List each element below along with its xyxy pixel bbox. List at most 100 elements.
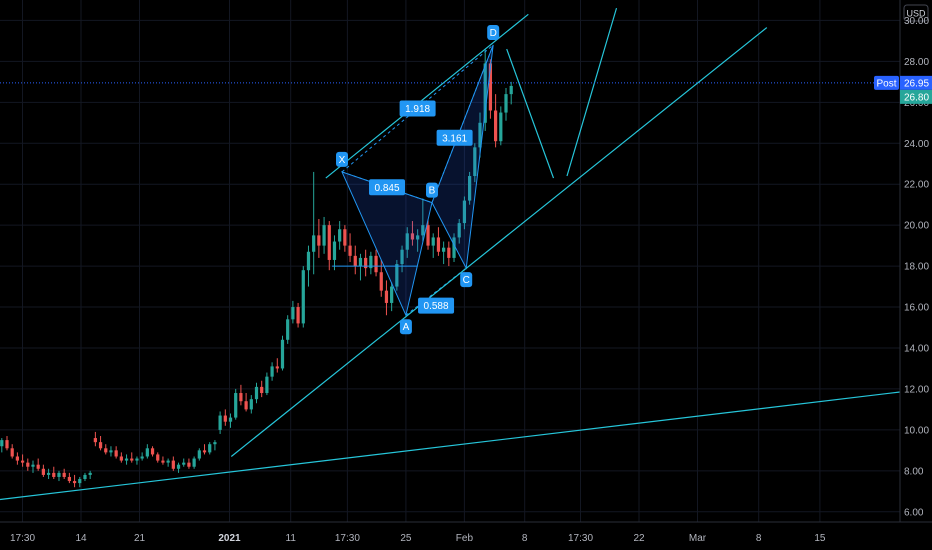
x-tick-label: 2021 xyxy=(218,533,241,544)
candle-body xyxy=(473,147,477,177)
candle-body xyxy=(239,393,243,402)
candle-body xyxy=(400,249,404,265)
candle-body xyxy=(228,417,233,422)
candle-body xyxy=(327,225,331,260)
candle-body xyxy=(150,448,155,455)
candle-body xyxy=(493,110,498,142)
candle-body xyxy=(36,464,40,469)
candle-body xyxy=(130,458,134,461)
candle-body xyxy=(369,255,373,269)
ratio-label: 3.161 xyxy=(436,129,473,146)
x-tick-label: 11 xyxy=(286,533,297,544)
candle-body xyxy=(265,376,269,394)
candle-body xyxy=(488,63,493,111)
point-marker-box xyxy=(426,182,438,198)
candle-body xyxy=(140,456,144,459)
candle-body xyxy=(114,450,118,457)
candle-body xyxy=(457,223,461,238)
candle-body xyxy=(176,464,181,469)
y-tick-label: 6.00 xyxy=(904,507,924,518)
x-tick-label: Feb xyxy=(456,533,474,544)
trendlines[interactable] xyxy=(0,7,901,501)
candle-body xyxy=(234,393,238,418)
price-axis[interactable]: 6.00 8.00 10.00 12.00 14.00 16.00 18.00 20.00 22… xyxy=(904,16,929,518)
candle-body xyxy=(10,448,14,457)
pattern-triangle-bcd xyxy=(431,44,494,270)
ratio-label: 0.588 xyxy=(418,297,455,314)
point-marker-box xyxy=(487,24,500,40)
candle-body xyxy=(187,462,191,467)
candle-body xyxy=(379,272,383,291)
x-tick-label: 17:30 xyxy=(335,533,360,544)
projection-up xyxy=(566,7,618,177)
candle-body xyxy=(41,468,45,475)
candle-body xyxy=(317,235,321,246)
candle-body xyxy=(421,225,425,236)
pattern-markers: 1.918 0.845 3.161 0.588 X A B C D xyxy=(336,24,500,335)
point-marker-x: X xyxy=(336,151,348,167)
x-tick-label: 17:30 xyxy=(568,533,593,544)
candle-body xyxy=(270,366,274,377)
y-tick-label: 22.00 xyxy=(904,180,929,191)
point-marker-box xyxy=(460,272,473,288)
candle-body xyxy=(135,458,139,461)
pattern-diagonal-bd xyxy=(431,44,494,203)
pattern-diagonal-xb xyxy=(341,171,433,204)
point-marker-b: B xyxy=(426,182,438,198)
candle-body xyxy=(374,255,378,273)
pattern-diagonal-ac xyxy=(405,267,467,316)
candles xyxy=(0,49,513,488)
candle-body xyxy=(353,255,357,267)
last-price-box xyxy=(900,89,932,104)
candle-body xyxy=(213,442,217,445)
time-axis-background xyxy=(0,522,932,550)
x-tick-label: 21 xyxy=(134,533,146,544)
candle-body xyxy=(88,472,92,475)
candle-body xyxy=(291,307,295,320)
candle-body xyxy=(426,225,430,246)
candle-body xyxy=(26,462,30,467)
ratio-label-text: 0.845 xyxy=(374,183,399,194)
y-tick-label: 30.00 xyxy=(904,16,929,27)
candle-body xyxy=(62,472,66,477)
candle-body xyxy=(358,257,363,267)
candle-body xyxy=(390,286,394,303)
ratio-label-box xyxy=(418,297,455,314)
candle-body xyxy=(0,440,4,447)
x-tick-label: Mar xyxy=(689,533,707,544)
y-tick-label: 28.00 xyxy=(904,57,929,68)
xabcd-pattern[interactable] xyxy=(332,44,494,317)
y-tick-label: 18.00 xyxy=(904,262,929,273)
candle-body xyxy=(192,458,196,467)
candle-body xyxy=(286,319,290,340)
candle-body xyxy=(447,247,451,258)
candle-body xyxy=(202,450,207,453)
candle-body xyxy=(15,456,20,461)
trendline-support xyxy=(230,27,768,457)
candle-body xyxy=(166,460,170,463)
candle-body xyxy=(483,63,487,123)
ratio-label-box xyxy=(436,129,473,146)
point-marker-text: B xyxy=(429,186,436,197)
candle-body xyxy=(161,460,165,463)
candle-body xyxy=(312,235,316,252)
ratio-label-box xyxy=(399,100,436,117)
candle-body xyxy=(509,85,513,95)
time-axis[interactable]: 17:30 14 21 2021 11 17:30 25 Feb 8 17:30 22 Mar 8 15 xyxy=(10,533,826,544)
candle-body xyxy=(104,448,108,453)
candle-body xyxy=(57,472,61,477)
post-price-value: 26.95 xyxy=(904,78,929,89)
currency-badge[interactable]: USD xyxy=(903,4,929,22)
candle-body xyxy=(468,176,472,201)
candle-body xyxy=(436,237,441,252)
ratio-label-text: 1.918 xyxy=(405,104,430,115)
y-tick-label: 10.00 xyxy=(904,425,929,436)
candle-body xyxy=(109,450,113,453)
y-tick-label: 16.00 xyxy=(904,303,929,314)
candle-body xyxy=(31,464,35,467)
ratio-label-text: 3.161 xyxy=(442,133,467,144)
y-tick-label: 20.00 xyxy=(904,221,929,232)
point-marker-d: D xyxy=(487,24,500,40)
x-tick-label: 15 xyxy=(814,533,826,544)
